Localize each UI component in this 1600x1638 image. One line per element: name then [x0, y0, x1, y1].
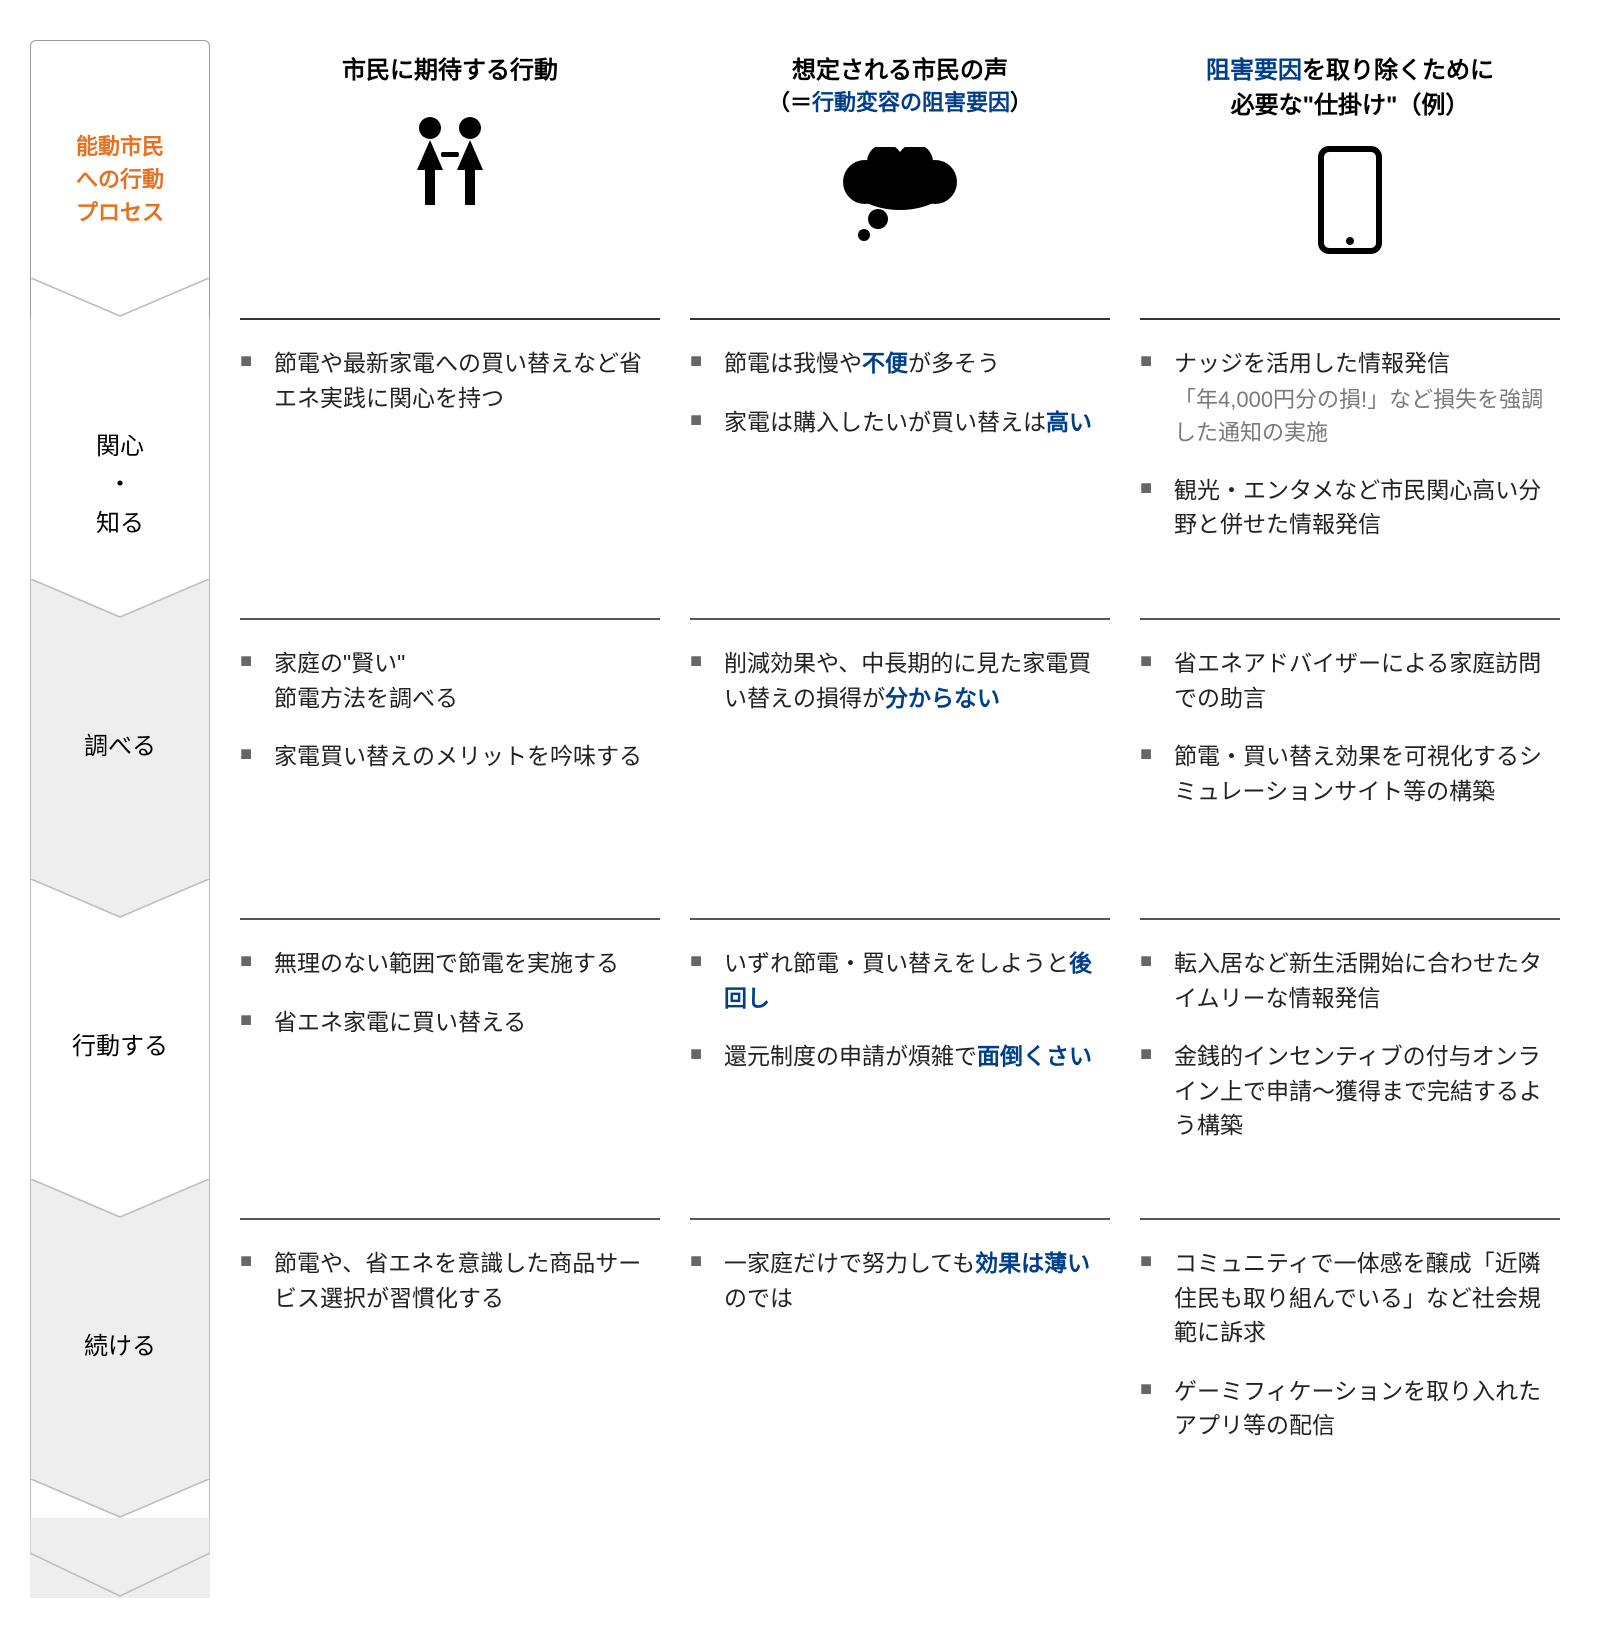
col-header-mechanism: 阻害要因を取り除くために必要な"仕掛け"（例）	[1140, 40, 1560, 318]
process-diagram: 能動市民への行動プロセス 市民に期待する行動 想定される市民の声 （＝行動変容の…	[30, 40, 1570, 1598]
list-item: 省エネアドバイザーによる家庭訪問での助言	[1140, 646, 1550, 715]
stage-3: 続ける	[30, 1218, 210, 1518]
cell-3-2: コミュニティで一体感を醸成「近隣住民も取り組んでいる」など社会規範に訴求ゲーミフ…	[1140, 1218, 1560, 1518]
cell-2-0: 無理のない範囲で節電を実施する省エネ家電に買い替える	[240, 918, 660, 1218]
list-item: 観光・エンタメなど市民関心高い分野と併せた情報発信	[1140, 473, 1550, 542]
list-item: 家庭の"賢い"節電方法を調べる	[240, 646, 650, 715]
list-item: 省エネ家電に買い替える	[240, 1005, 650, 1040]
cell-1-2: 省エネアドバイザーによる家庭訪問での助言節電・買い替え効果を可視化するシミュレー…	[1140, 618, 1560, 918]
list-item: 節電や、省エネを意識した商品サービス選択が習慣化する	[240, 1246, 650, 1315]
list-item: 節電は我慢や不便が多そう	[690, 346, 1100, 381]
list-item: コミュニティで一体感を醸成「近隣住民も取り組んでいる」など社会規範に訴求	[1140, 1246, 1550, 1350]
thought-cloud-icon	[690, 137, 1110, 257]
cell-0-0: 節電や最新家電への買い替えなど省エネ実践に関心を持つ	[240, 318, 660, 618]
list-item: 家電は購入したいが買い替えは高い	[690, 405, 1100, 440]
cell-1-1: 削減効果や、中長期的に見た家電買い替えの損得が分からない	[690, 618, 1110, 918]
process-label: 能動市民への行動プロセス	[30, 40, 210, 318]
people-icon	[240, 105, 660, 225]
list-item: 転入居など新生活開始に合わせたタイムリーな情報発信	[1140, 946, 1550, 1015]
list-item: 還元制度の申請が煩雑で面倒くさい	[690, 1039, 1100, 1074]
col-header-expected: 市民に期待する行動	[240, 40, 660, 318]
list-item: いずれ節電・買い替えをしようと後回し	[690, 946, 1100, 1015]
stage-tail	[30, 1518, 210, 1598]
list-item: ナッジを活用した情報発信「年4,000円分の損!」など損失を強調した通知の実施	[1140, 346, 1550, 449]
col-header-voices: 想定される市民の声 （＝行動変容の阻害要因）	[690, 40, 1110, 318]
stage-0: 関心・知る	[30, 318, 210, 618]
stage-1: 調べる	[30, 618, 210, 918]
list-item: 節電や最新家電への買い替えなど省エネ実践に関心を持つ	[240, 346, 650, 415]
list-item: 節電・買い替え効果を可視化するシミュレーションサイト等の構築	[1140, 739, 1550, 808]
cell-0-2: ナッジを活用した情報発信「年4,000円分の損!」など損失を強調した通知の実施観…	[1140, 318, 1560, 618]
list-item: 家電買い替えのメリットを吟味する	[240, 739, 650, 774]
cell-3-1: 一家庭だけで努力しても効果は薄いのでは	[690, 1218, 1110, 1518]
smartphone-icon	[1140, 140, 1560, 260]
list-item: ゲーミフィケーションを取り入れたアプリ等の配信	[1140, 1374, 1550, 1443]
cell-0-1: 節電は我慢や不便が多そう家電は購入したいが買い替えは高い	[690, 318, 1110, 618]
list-item: 一家庭だけで努力しても効果は薄いのでは	[690, 1246, 1100, 1315]
cell-1-0: 家庭の"賢い"節電方法を調べる家電買い替えのメリットを吟味する	[240, 618, 660, 918]
list-item: 無理のない範囲で節電を実施する	[240, 946, 650, 981]
stage-2: 行動する	[30, 918, 210, 1218]
cell-2-1: いずれ節電・買い替えをしようと後回し還元制度の申請が煩雑で面倒くさい	[690, 918, 1110, 1218]
list-item: 金銭的インセンティブの付与オンライン上で申請～獲得まで完結するよう構築	[1140, 1039, 1550, 1143]
list-item: 削減効果や、中長期的に見た家電買い替えの損得が分からない	[690, 646, 1100, 715]
cell-3-0: 節電や、省エネを意識した商品サービス選択が習慣化する	[240, 1218, 660, 1518]
cell-2-2: 転入居など新生活開始に合わせたタイムリーな情報発信金銭的インセンティブの付与オン…	[1140, 918, 1560, 1218]
